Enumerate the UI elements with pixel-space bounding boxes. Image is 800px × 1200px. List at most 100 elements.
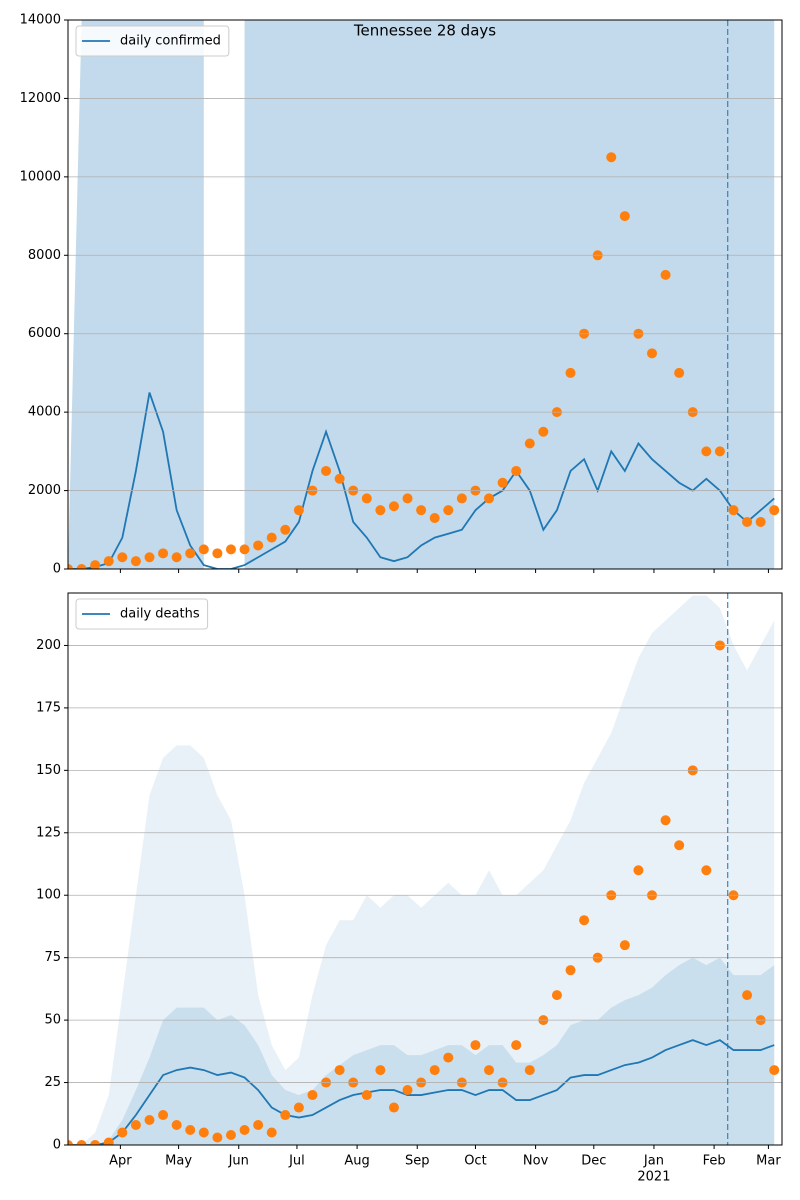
scatter-point xyxy=(225,1130,236,1141)
scatter-point xyxy=(416,505,427,516)
scatter-point xyxy=(674,367,685,378)
scatter-point xyxy=(524,1065,535,1076)
y-tick-label: 10000 xyxy=(20,169,61,184)
scatter-point xyxy=(158,548,169,559)
scatter-point xyxy=(185,548,196,559)
scatter-point xyxy=(68,564,73,569)
band xyxy=(68,957,775,1145)
scatter-point xyxy=(321,465,332,476)
y-tick-label: 8000 xyxy=(28,248,61,263)
x-tick-label: Jul xyxy=(288,1154,305,1169)
scatter-point xyxy=(293,505,304,516)
plot-area xyxy=(68,20,780,569)
scatter-point xyxy=(511,465,522,476)
y-tick-label: 6000 xyxy=(28,326,61,341)
scatter-point xyxy=(253,540,264,551)
axes-frame xyxy=(67,592,783,1146)
scatter-point xyxy=(117,1127,128,1138)
scatter-point xyxy=(402,1085,413,1096)
scatter-point xyxy=(579,915,590,926)
scatter-point xyxy=(266,532,277,543)
x-tick-sublabel: 2021 xyxy=(637,1170,670,1185)
scatter-point xyxy=(402,493,413,504)
scatter-point xyxy=(334,1065,345,1076)
scatter-point xyxy=(225,544,236,555)
legend-box xyxy=(75,598,209,630)
scatter-point xyxy=(171,552,182,563)
y-tick-label: 2000 xyxy=(28,483,61,498)
x-tick-label: Sep xyxy=(405,1154,430,1169)
scatter-point xyxy=(565,367,576,378)
y-tick-label: 50 xyxy=(44,1013,61,1028)
scatter-point xyxy=(470,1040,481,1051)
scatter-point xyxy=(551,990,562,1001)
scatter-point xyxy=(68,1140,73,1145)
scatter-point xyxy=(253,1120,264,1131)
scatter-point xyxy=(565,965,576,976)
scatter-point xyxy=(266,1127,277,1138)
scatter-point xyxy=(144,552,155,563)
scatter-point xyxy=(701,865,712,876)
scatter-point xyxy=(443,1052,454,1063)
scatter-point xyxy=(334,473,345,484)
scatter-point xyxy=(239,1125,250,1136)
scatter-point xyxy=(130,1120,141,1131)
y-tick-label: 75 xyxy=(44,950,61,965)
scatter-point xyxy=(619,211,630,222)
scatter-point xyxy=(171,1120,182,1131)
scatter-point xyxy=(307,1090,318,1101)
x-tick-label: Jan xyxy=(643,1154,664,1169)
y-tick-label: 14000 xyxy=(20,13,61,28)
y-tick-label: 0 xyxy=(53,562,61,577)
x-tick-label: Aug xyxy=(344,1154,369,1169)
scatter-point xyxy=(280,524,291,535)
scatter-point xyxy=(388,1102,399,1113)
band xyxy=(244,20,775,569)
scatter-point xyxy=(239,544,250,555)
legend-label: daily deaths xyxy=(120,607,200,622)
scatter-point xyxy=(484,1065,495,1076)
y-tick-label: 25 xyxy=(44,1075,61,1090)
scatter-point xyxy=(361,1090,372,1101)
plot-area xyxy=(68,595,780,1145)
x-tick-label: Nov xyxy=(523,1154,549,1169)
scatter-point xyxy=(728,505,739,516)
y-tick-label: 175 xyxy=(36,700,61,715)
scatter-point xyxy=(429,513,440,524)
x-tick-label: Dec xyxy=(581,1154,606,1169)
scatter-point xyxy=(742,990,753,1001)
band xyxy=(68,20,204,569)
band xyxy=(68,595,775,1145)
scatter-point xyxy=(606,152,617,163)
chart-title: Tennessee 28 days xyxy=(353,22,496,40)
scatter-point xyxy=(185,1125,196,1136)
scatter-point xyxy=(361,493,372,504)
scatter-point xyxy=(701,446,712,457)
y-tick-label: 4000 xyxy=(28,405,61,420)
scatter-point xyxy=(90,560,101,569)
scatter-point xyxy=(619,940,630,951)
x-tick-label: May xyxy=(165,1154,192,1169)
scatter-point xyxy=(117,552,128,563)
scatter-point xyxy=(198,544,209,555)
scatter-point xyxy=(660,815,671,826)
scatter-point xyxy=(293,1102,304,1113)
x-tick-label: Oct xyxy=(464,1154,486,1169)
axes-frame xyxy=(67,19,783,570)
scatter-point xyxy=(76,1140,87,1145)
y-tick-label: 125 xyxy=(36,825,61,840)
scatter-point xyxy=(524,438,535,449)
y-tick-label: 150 xyxy=(36,763,61,778)
scatter-point xyxy=(674,840,685,851)
scatter-point xyxy=(484,493,495,504)
scatter-point xyxy=(497,477,508,488)
scatter-point xyxy=(144,1115,155,1126)
scatter-point xyxy=(375,1065,386,1076)
line xyxy=(68,1039,775,1145)
scatter-point xyxy=(511,1040,522,1051)
scatter-point xyxy=(633,865,644,876)
scatter-point xyxy=(538,426,549,437)
scatter-point xyxy=(769,1065,780,1076)
scatter-point xyxy=(198,1127,209,1138)
scatter-point xyxy=(280,1110,291,1121)
